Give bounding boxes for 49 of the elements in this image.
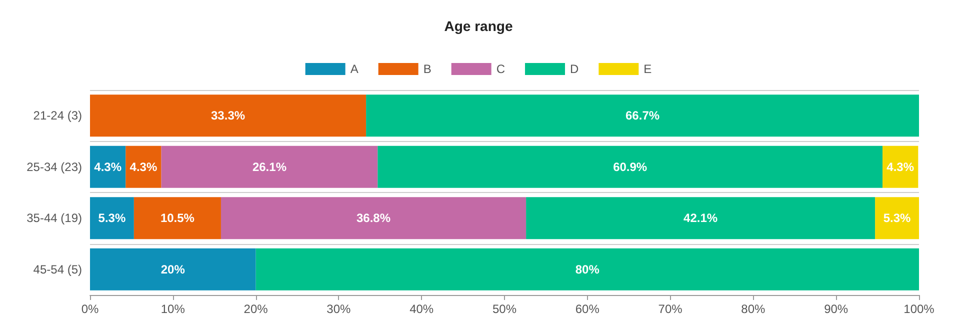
- bar: [90, 197, 134, 240]
- x-tick-label: 50%: [492, 302, 517, 316]
- data-label: 5.3%: [883, 211, 912, 226]
- data-label: 60.9%: [613, 160, 648, 174]
- x-tick-label: 40%: [410, 302, 434, 316]
- y-tick-label: 35-44 (19): [26, 211, 82, 226]
- x-tick-label: 80%: [741, 302, 766, 316]
- x-tick-label: 10%: [160, 302, 186, 316]
- legend-label: A: [350, 62, 358, 76]
- bar: [220, 197, 526, 240]
- x-tick-label: 100%: [904, 302, 935, 316]
- bar: [126, 146, 162, 188]
- data-label: 4.3%: [886, 160, 914, 174]
- data-label: 5.3%: [98, 211, 126, 226]
- bar: [526, 197, 876, 240]
- bar: [366, 94, 919, 137]
- bar: [875, 197, 919, 240]
- x-tick-label: 30%: [326, 302, 352, 316]
- data-label: 26.1%: [252, 160, 287, 174]
- bar: [90, 248, 256, 290]
- data-label: 4.3%: [130, 160, 158, 174]
- bar: [378, 146, 883, 188]
- bar: [90, 146, 126, 188]
- chart-title: Age range: [444, 18, 513, 34]
- bar: [90, 94, 366, 137]
- y-tick-label: 21-24 (3): [33, 108, 82, 123]
- data-label: 4.3%: [94, 160, 122, 174]
- legend-label: D: [570, 62, 579, 76]
- bar: [161, 146, 378, 188]
- y-tick-label: 45-54 (5): [33, 262, 82, 276]
- bar: [134, 197, 221, 240]
- y-tick-label: 25-34 (23): [26, 160, 82, 174]
- data-label: 10.5%: [160, 211, 195, 226]
- data-label: 20%: [160, 262, 186, 276]
- bar: [256, 248, 919, 290]
- legend-label: E: [644, 62, 652, 76]
- x-tick-label: 60%: [575, 302, 600, 316]
- data-label: 33.3%: [211, 108, 246, 123]
- data-label: 36.8%: [356, 211, 391, 226]
- bar: [882, 146, 918, 188]
- data-label: 42.1%: [684, 211, 718, 226]
- data-label: 80%: [575, 262, 600, 276]
- legend-label: B: [423, 62, 432, 76]
- x-tick-label: 0%: [81, 302, 99, 316]
- x-tick-label: 70%: [658, 302, 683, 316]
- legend-label: C: [496, 62, 506, 76]
- x-tick-label: 20%: [244, 302, 268, 316]
- data-label: 66.7%: [626, 108, 660, 123]
- x-tick-label: 90%: [824, 302, 848, 316]
